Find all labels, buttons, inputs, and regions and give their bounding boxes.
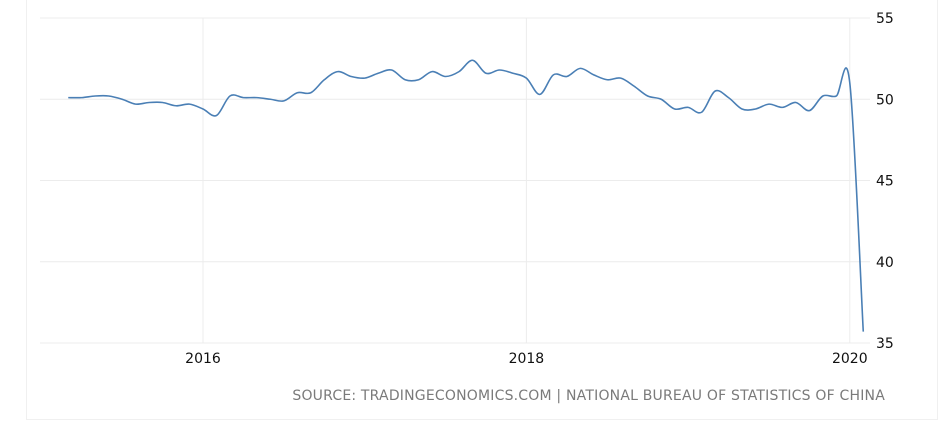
y-tick-label: 45 [876, 174, 894, 190]
chart-frame [26, 0, 938, 420]
series-line [68, 59, 865, 332]
x-tick-label: 2020 [832, 351, 868, 367]
y-tick-label: 50 [876, 92, 894, 108]
y-tick-label: 35 [876, 336, 894, 352]
x-tick-label: 2018 [509, 351, 545, 367]
y-tick-label: 40 [876, 255, 894, 271]
y-tick-label: 55 [876, 11, 894, 27]
source-note: SOURCE: TRADINGECONOMICS.COM | NATIONAL … [292, 388, 885, 404]
x-tick-label: 2016 [185, 351, 221, 367]
